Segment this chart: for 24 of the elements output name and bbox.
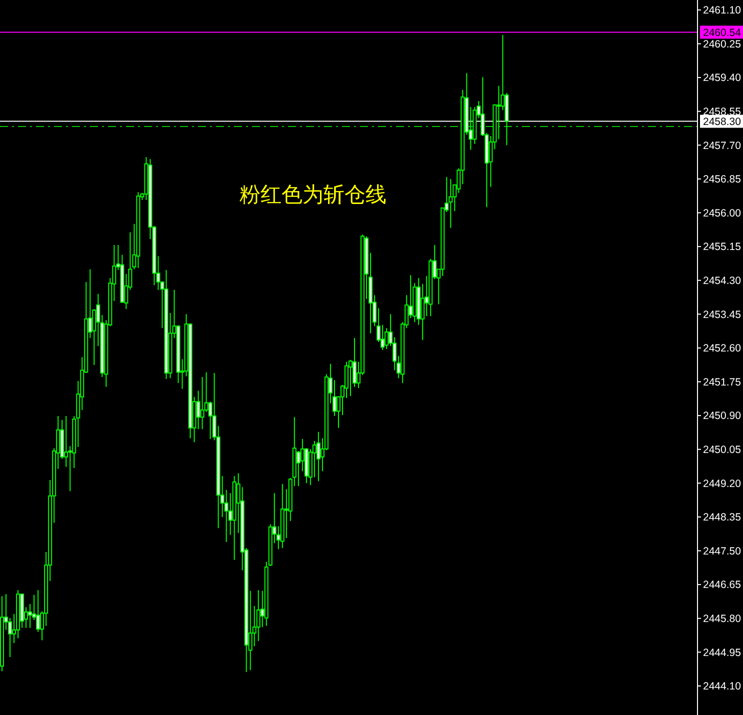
- y-tick-label: 2460.25: [703, 38, 742, 50]
- ref-line-label: 2460.54: [703, 26, 742, 39]
- y-tick-label: 2461.10: [703, 4, 742, 17]
- y-tick-label: 2454.30: [703, 275, 742, 288]
- y-tick-label: 2455.15: [703, 241, 742, 254]
- y-tick-label: 2446.65: [703, 579, 742, 592]
- y-tick-label: 2451.75: [703, 376, 742, 388]
- y-tick-label: 2444.95: [703, 646, 742, 659]
- y-tick-label: 2458.55: [703, 106, 742, 118]
- y-tick-label: 2456.85: [703, 174, 742, 186]
- y-tick-label: 2459.40: [703, 72, 742, 84]
- y-tick-label: 2447.50: [703, 545, 742, 558]
- y-tick-label: 2445.80: [703, 613, 742, 626]
- y-tick-label: 2453.45: [703, 308, 742, 321]
- y-tick-label: 2452.60: [703, 342, 742, 355]
- y-tick-label: 2448.35: [703, 512, 742, 524]
- y-tick-label: 2457.70: [703, 140, 742, 152]
- y-tick-label: 2450.90: [703, 410, 742, 422]
- annotation: 粉红色为斩仓线: [240, 182, 386, 206]
- y-tick-label: 2449.20: [703, 478, 742, 490]
- ref-line-label: 2458.30: [703, 116, 742, 128]
- y-tick-label: 2444.10: [703, 680, 742, 693]
- y-tick-label: 2456.00: [703, 207, 742, 220]
- y-tick-label: 2450.05: [703, 444, 742, 456]
